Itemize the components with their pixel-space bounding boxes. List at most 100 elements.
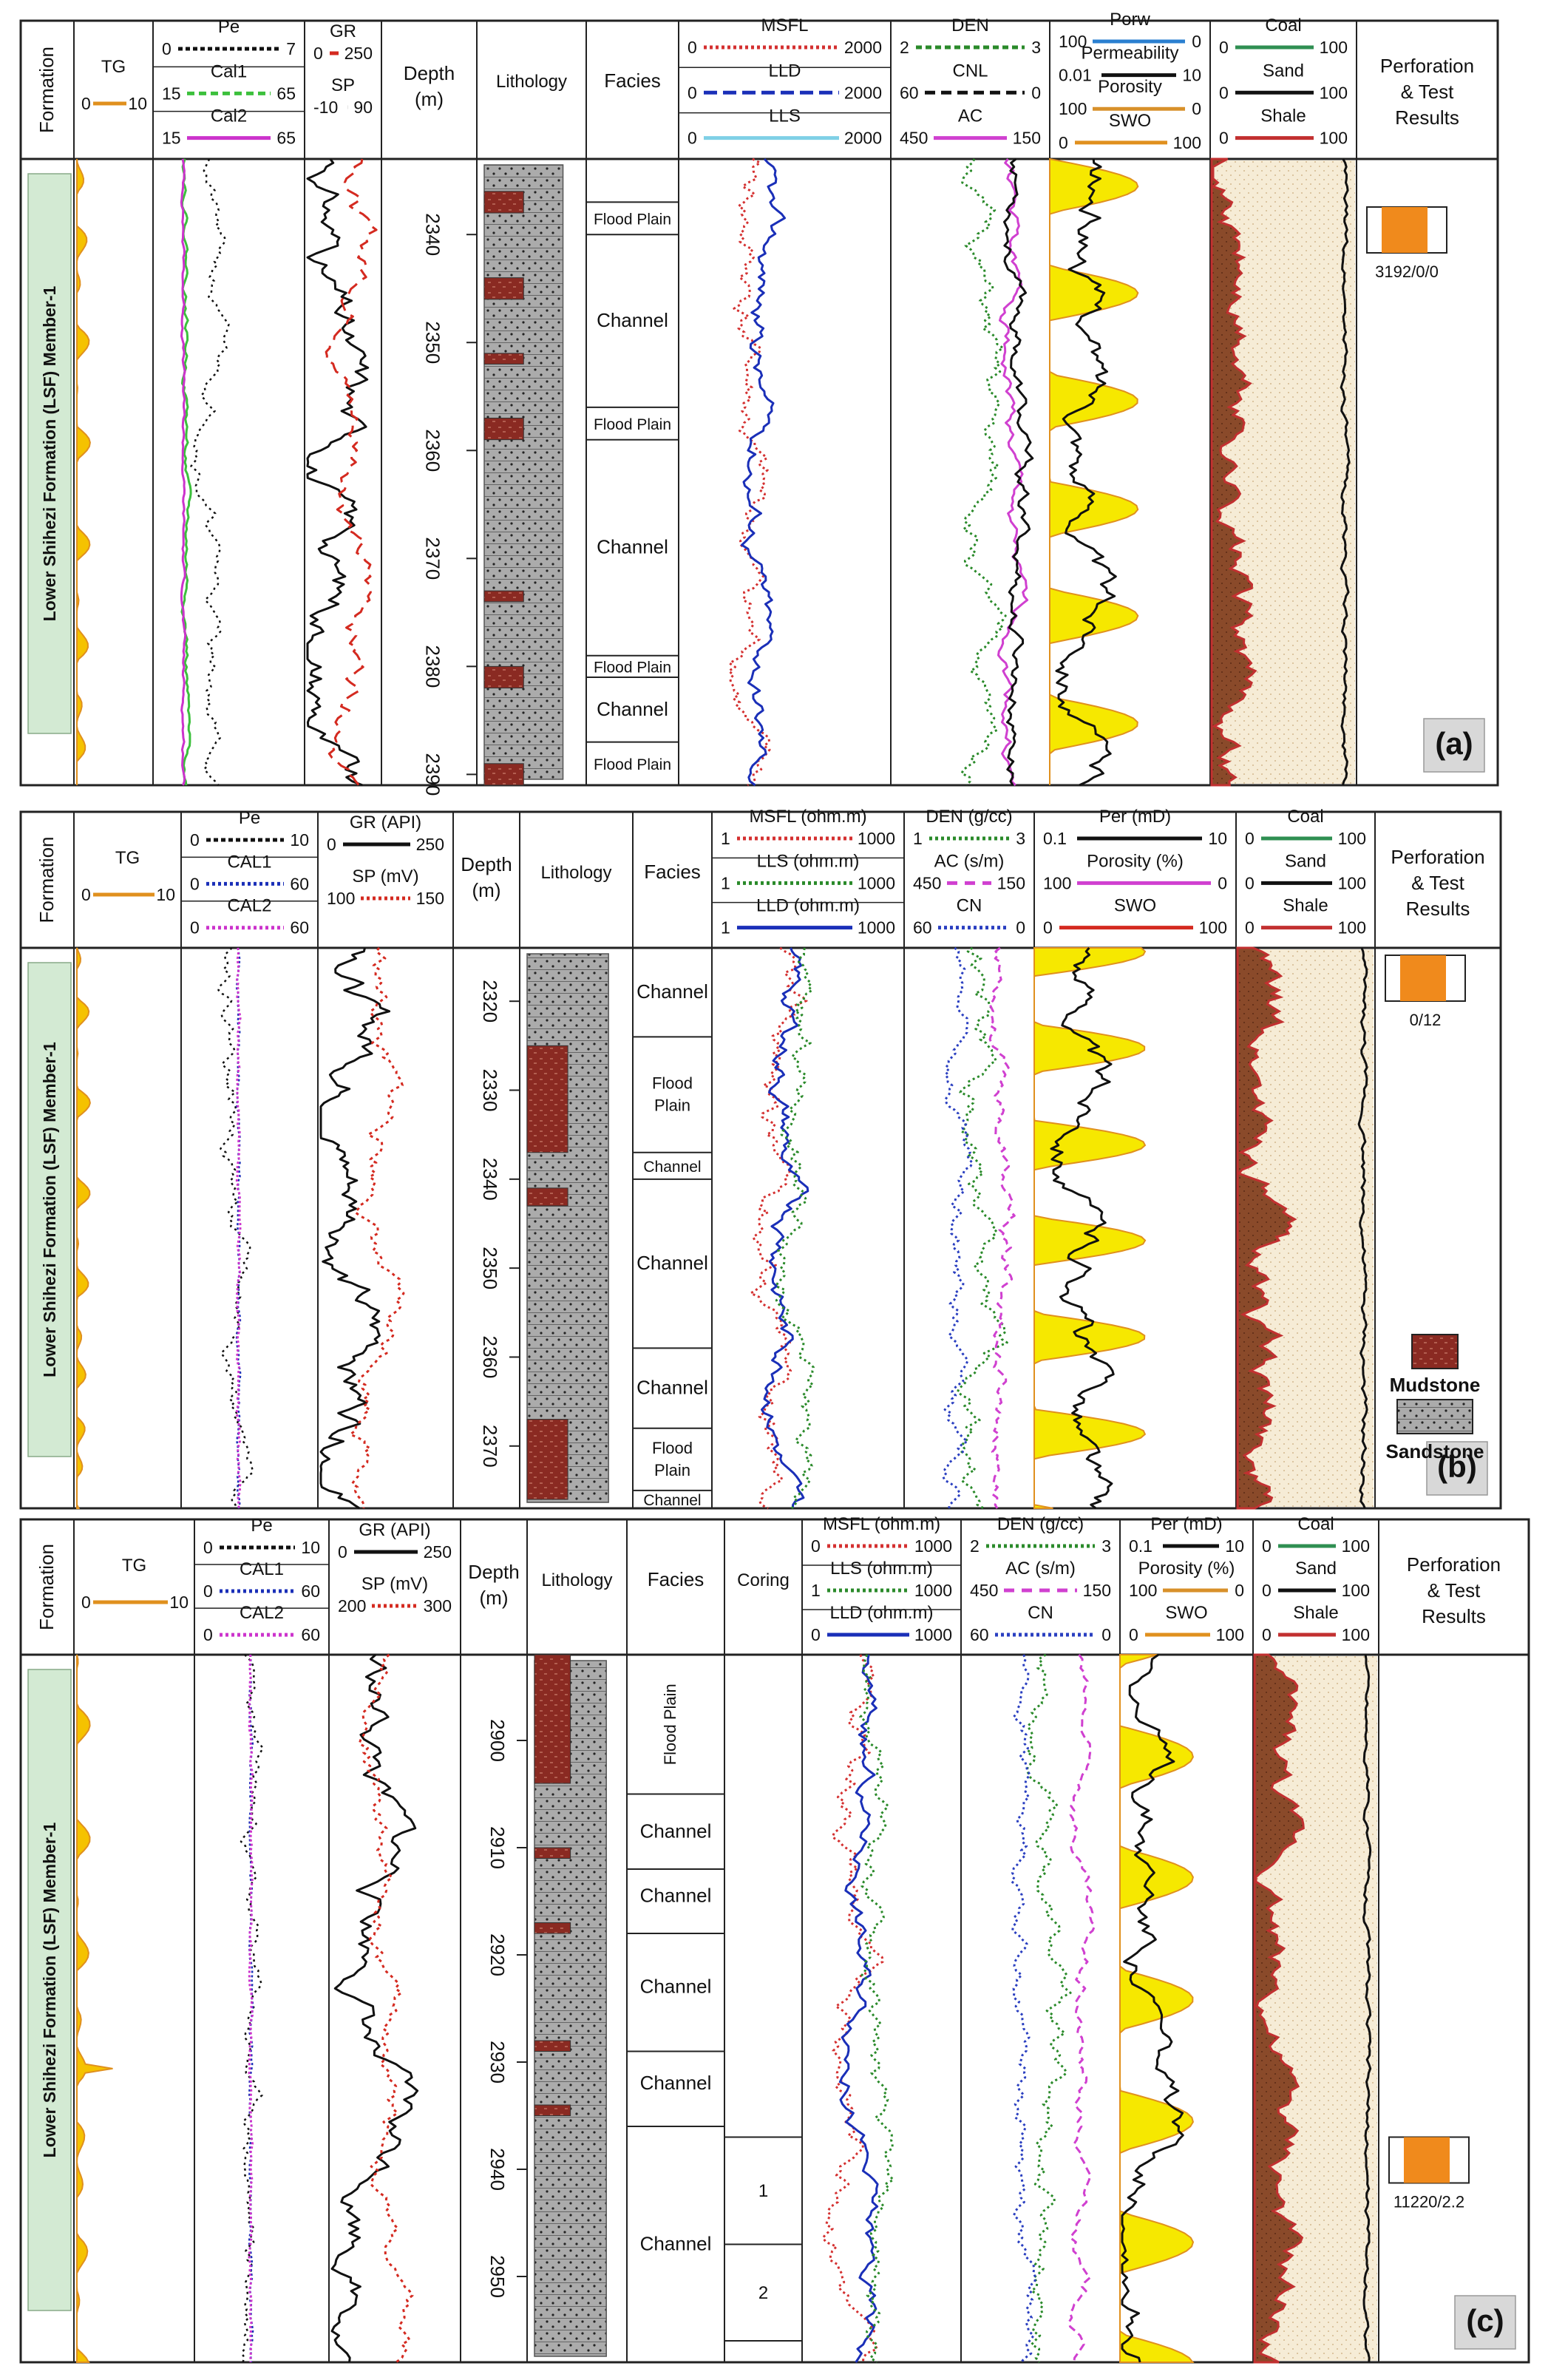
- pe-min: 0: [203, 1538, 213, 1557]
- perforation-result: 0/12: [1410, 1011, 1442, 1029]
- den-name: DEN (g/cc): [997, 1514, 1084, 1534]
- facies-label: Plain: [654, 1096, 690, 1115]
- pe-name: Pe: [239, 808, 260, 828]
- cn-max: 0: [1016, 918, 1025, 938]
- mudstone-bed: [534, 2040, 571, 2052]
- cal1-min: 0: [203, 1581, 213, 1601]
- perm-name: Permeability: [1081, 44, 1178, 64]
- mudstone-bed: [534, 1654, 571, 1784]
- facies-label: Flood: [652, 1074, 693, 1093]
- depth-tick-label: 2330: [479, 1069, 501, 1112]
- pe-min: 0: [190, 830, 200, 850]
- facies-label: Flood Plain: [594, 416, 671, 433]
- mudstone-bed: [483, 590, 524, 603]
- ac-curve: [997, 158, 1029, 787]
- mudstone-bed: [483, 277, 524, 300]
- gr-max: 250: [416, 835, 444, 854]
- lls-name: LLS (ohm.m): [757, 851, 860, 871]
- sp-name: SP (mV): [352, 867, 418, 886]
- lithology-header: Lithology: [540, 863, 611, 883]
- core-interval: [724, 2243, 803, 2342]
- cal2-min: 15: [162, 129, 181, 148]
- facies-header: Facies: [644, 861, 701, 883]
- sp-min: 100: [327, 889, 355, 908]
- den-min: 2: [900, 38, 909, 57]
- sand-max: 100: [1338, 873, 1366, 892]
- lls-min: 1: [721, 873, 730, 892]
- msfl-min: 0: [811, 1536, 821, 1556]
- perf-header-2: & Test: [1411, 872, 1465, 894]
- facies-label: Plain: [654, 1461, 690, 1479]
- core-number: 1: [758, 2181, 768, 2201]
- gr-name: GR: [330, 21, 356, 41]
- cal2-curve: [248, 1654, 254, 2362]
- sand-max: 100: [1342, 1581, 1370, 1600]
- shale-max: 100: [1338, 918, 1366, 938]
- tg-curve: [76, 158, 91, 785]
- ac-min: 450: [970, 1581, 998, 1600]
- depth-tick-label: 2340: [479, 1158, 501, 1201]
- mudstone-bed: [534, 2104, 571, 2116]
- facies-header: Facies: [648, 1568, 705, 1590]
- mudstone-bed: [534, 1922, 571, 1934]
- depth-header: Depth: [404, 62, 455, 84]
- depth-tick-label: 2940: [486, 2148, 509, 2191]
- perf-header-2: & Test: [1401, 81, 1455, 103]
- gr-name: GR (API): [359, 1520, 430, 1540]
- tg-max: 10: [156, 885, 175, 904]
- facies-label: Flood: [652, 1439, 693, 1457]
- panel-label: (b): [1437, 1449, 1477, 1484]
- perf-header-1: Perforation: [1380, 55, 1474, 77]
- panel-label-box: [1454, 2295, 1516, 2350]
- perf-header-1: Perforation: [1391, 846, 1484, 868]
- formation-name: Lower Shihezi Formation (LSF) Member-1: [40, 285, 59, 621]
- cn-max: 0: [1101, 1625, 1111, 1644]
- gr-max: 250: [344, 44, 373, 63]
- lld-name: LLD (ohm.m): [756, 896, 860, 916]
- poro-max: 0: [1235, 1581, 1244, 1600]
- coal-min: 0: [1262, 1536, 1272, 1556]
- lls-min: 1: [811, 1581, 821, 1600]
- depth-unit: (m): [415, 88, 444, 110]
- mudstone-bed: [483, 417, 524, 441]
- depth-tick-label: 2930: [486, 2041, 509, 2084]
- den-min: 1: [913, 829, 923, 848]
- sand-min: 0: [1262, 1581, 1272, 1600]
- lls-curve: [775, 947, 815, 1509]
- depth-header: Depth: [468, 1561, 519, 1583]
- depth-unit: (m): [480, 1587, 509, 1609]
- lls-name: LLS (ohm.m): [830, 1559, 933, 1579]
- pe-curve: [190, 158, 230, 786]
- tg-name: TG: [101, 57, 126, 77]
- cnl-max: 0: [1031, 83, 1041, 102]
- cal1-max: 60: [290, 874, 309, 893]
- depth-tick-label: 2370: [479, 1425, 501, 1468]
- poro-min: 100: [1059, 99, 1087, 118]
- cn-curve: [1011, 1654, 1037, 2364]
- shale-volume: [1210, 157, 1257, 787]
- shale-min: 0: [1245, 918, 1255, 938]
- sandstone-swatch: [1396, 1399, 1473, 1434]
- cal1-name: CAL1: [227, 852, 271, 872]
- den-name: DEN: [951, 16, 989, 35]
- cal1-min: 0: [190, 874, 200, 893]
- depth-tick-label: 2350: [422, 321, 444, 364]
- lld-min: 0: [811, 1625, 821, 1644]
- poro-max: 0: [1218, 873, 1227, 892]
- sp-curve: [349, 947, 405, 1509]
- panel-label-box: [1426, 1441, 1488, 1496]
- depth-tick-label: 2920: [486, 1933, 509, 1976]
- cal1-name: Cal1: [211, 61, 247, 81]
- depth-tick-label: 2320: [479, 980, 501, 1023]
- tg-curve: [75, 1654, 113, 2363]
- lithology-header: Lithology: [541, 1570, 612, 1590]
- lls-max: 1000: [914, 1581, 952, 1600]
- sand-curve: [1340, 158, 1351, 786]
- perforation-result: 11220/2.2: [1393, 2193, 1464, 2211]
- mudstone-bed: [483, 665, 524, 689]
- msfl-name: MSFL: [761, 16, 808, 35]
- poro-name: Porosity (%): [1087, 851, 1184, 871]
- ac-max: 150: [997, 873, 1025, 892]
- porw-max: 0: [1192, 32, 1201, 51]
- poro-name: Porosity: [1098, 77, 1162, 97]
